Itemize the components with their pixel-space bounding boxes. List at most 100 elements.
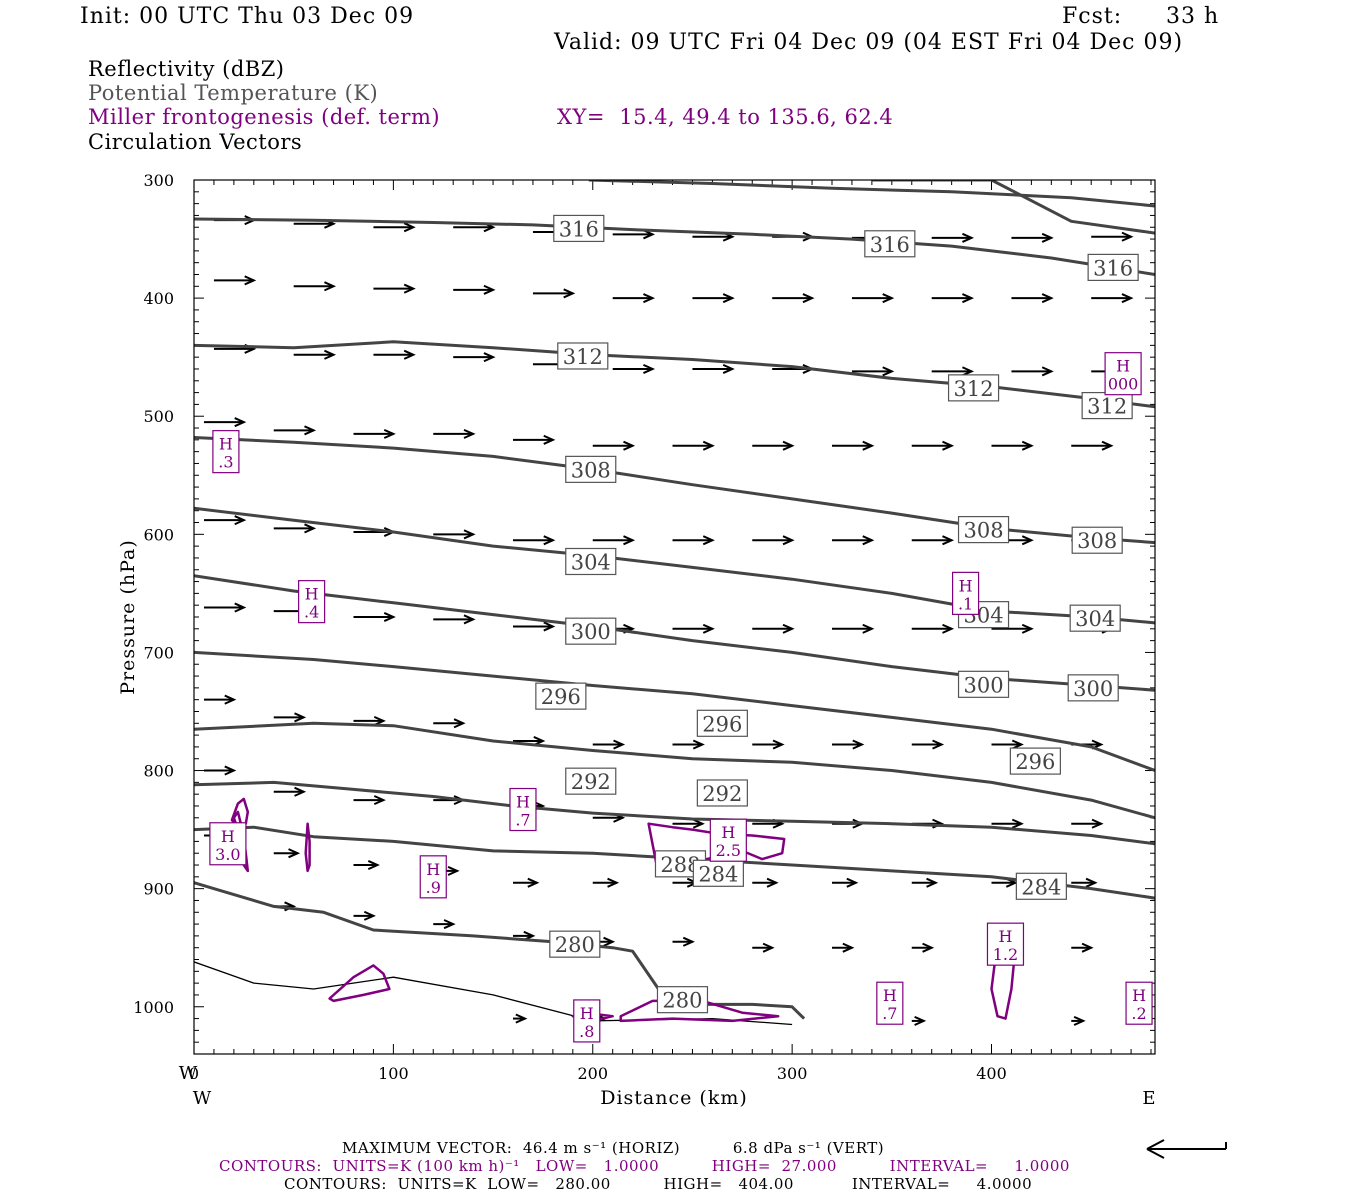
theta-contour-label: 296 [696,709,748,737]
circulation-vector [752,440,795,451]
circulation-vector [273,848,301,859]
vector-head [1011,739,1024,750]
vector-head [802,293,815,304]
circulation-vector [1071,942,1094,953]
theta-contour-label: 284 [1015,872,1067,900]
circulation-vector [513,621,556,632]
theta-contours [194,180,1155,1026]
frontogenesis-max-value: 2.5 [716,841,741,860]
vector-head [373,795,386,806]
theta-contour-line [194,825,1155,900]
frontogenesis-max-box [209,822,247,866]
circulation-vector [532,288,576,299]
footer-max-vector: MAXIMUM VECTOR: 46.4 m s⁻¹ (HORIZ) 6.8 d… [342,1139,885,1157]
vector-head [288,848,301,859]
vector-head [367,860,380,871]
theta-contour-label: 296 [535,682,587,710]
circulation-vector [911,877,939,888]
circulation-vector [213,275,257,286]
circulation-vector [1091,231,1134,242]
vector-head [224,765,237,776]
theta-label-box [957,515,1010,544]
y-tick-label: 800 [143,762,174,781]
circulation-vector [832,739,865,750]
vector-head [702,535,715,546]
circulation-vector [931,293,975,304]
frontogenesis-max-value: .4 [304,603,319,622]
frontogenesis-max-marker: H [426,860,440,879]
theta-contour-line [194,780,1155,846]
vector-head [922,942,935,953]
theta-label-value: 312 [1087,395,1127,419]
vector-head [762,942,775,953]
theta-contour-label: 316 [553,214,605,243]
field-frontogenesis: Miller frontogenesis (def. term) [88,105,441,129]
theta-contour-line [194,721,1155,820]
theta-label-box [565,547,617,576]
circulation-vector [851,366,895,377]
frontogenesis-max-label: H.9 [419,855,447,899]
vector-head [383,612,396,622]
circulation-vector [353,860,380,871]
y-axis-title: Pressure (hPa) [117,539,139,695]
vector-head [234,602,247,613]
theta-contour-label: 300 [957,670,1010,698]
frontogenesis-max-value: .8 [579,1022,594,1041]
circulation-vector [373,349,416,360]
circulation-vector [453,284,496,295]
vector-head [403,222,416,233]
circulation-vector [911,440,955,451]
vector-head [782,440,795,451]
frontogenesis-max-marker: H [305,585,319,604]
circulation-vector [991,623,1034,634]
vector-head [942,440,955,451]
circulation-vector [513,535,556,546]
circulation-vector [832,877,859,888]
vector-head [862,535,875,546]
vector-head [1011,818,1024,829]
theta-label-value: 296 [702,712,742,736]
vector-head [234,417,247,428]
circulation-vector [672,535,715,546]
theta-contour-label: 300 [565,617,617,645]
theta-label-box [696,709,748,737]
vector-head [527,877,540,888]
theta-label-box [565,455,617,483]
x-tick-label: 300 [777,1064,808,1083]
vector-head [1021,623,1034,634]
circulation-vector [353,428,396,439]
theta-contour-label: 308 [957,515,1010,544]
theta-label-value: 284 [1021,875,1061,899]
plot-frame [193,179,1156,1055]
circulation-vector [931,366,975,377]
frontogenesis-max-label: H.4 [298,580,326,624]
theta-label-box [1087,253,1139,281]
x-axis-west-label: W [179,1063,198,1084]
vector-head [304,523,317,534]
theta-contour-label: 292 [565,767,617,795]
circulation-vector [672,739,705,750]
vector-head [962,293,975,304]
frontogenesis-max-value: 3.0 [215,845,240,864]
vector-head [443,919,456,930]
theta-label-value: 280 [555,933,595,957]
theta-label-value: 304 [571,550,611,574]
footer-frontogenesis-contours: CONTOURS: UNITS=K (100 km h)⁻¹ LOW= 1.00… [219,1157,1070,1175]
footer-theta-contours: CONTOURS: UNITS=K LOW= 280.00 HIGH= 404.… [284,1175,1033,1193]
theta-contour-line [194,574,1155,692]
circulation-vector [1011,366,1054,377]
frontogenesis-max-value: .1 [958,594,973,613]
theta-label-value: 316 [1093,256,1133,280]
theta-contour-line [194,506,1155,625]
frontogenesis-max-label: H1.2 [986,922,1025,966]
vector-head [942,535,955,546]
vector-head [563,288,576,299]
theta-contour-line [194,340,1155,409]
frontogenesis-max-label: H2.5 [709,818,747,862]
frontogenesis-max-label: H.1 [951,571,980,615]
circulation-vector [752,535,795,546]
vector-head [483,352,496,363]
circulation-vector [752,877,779,888]
